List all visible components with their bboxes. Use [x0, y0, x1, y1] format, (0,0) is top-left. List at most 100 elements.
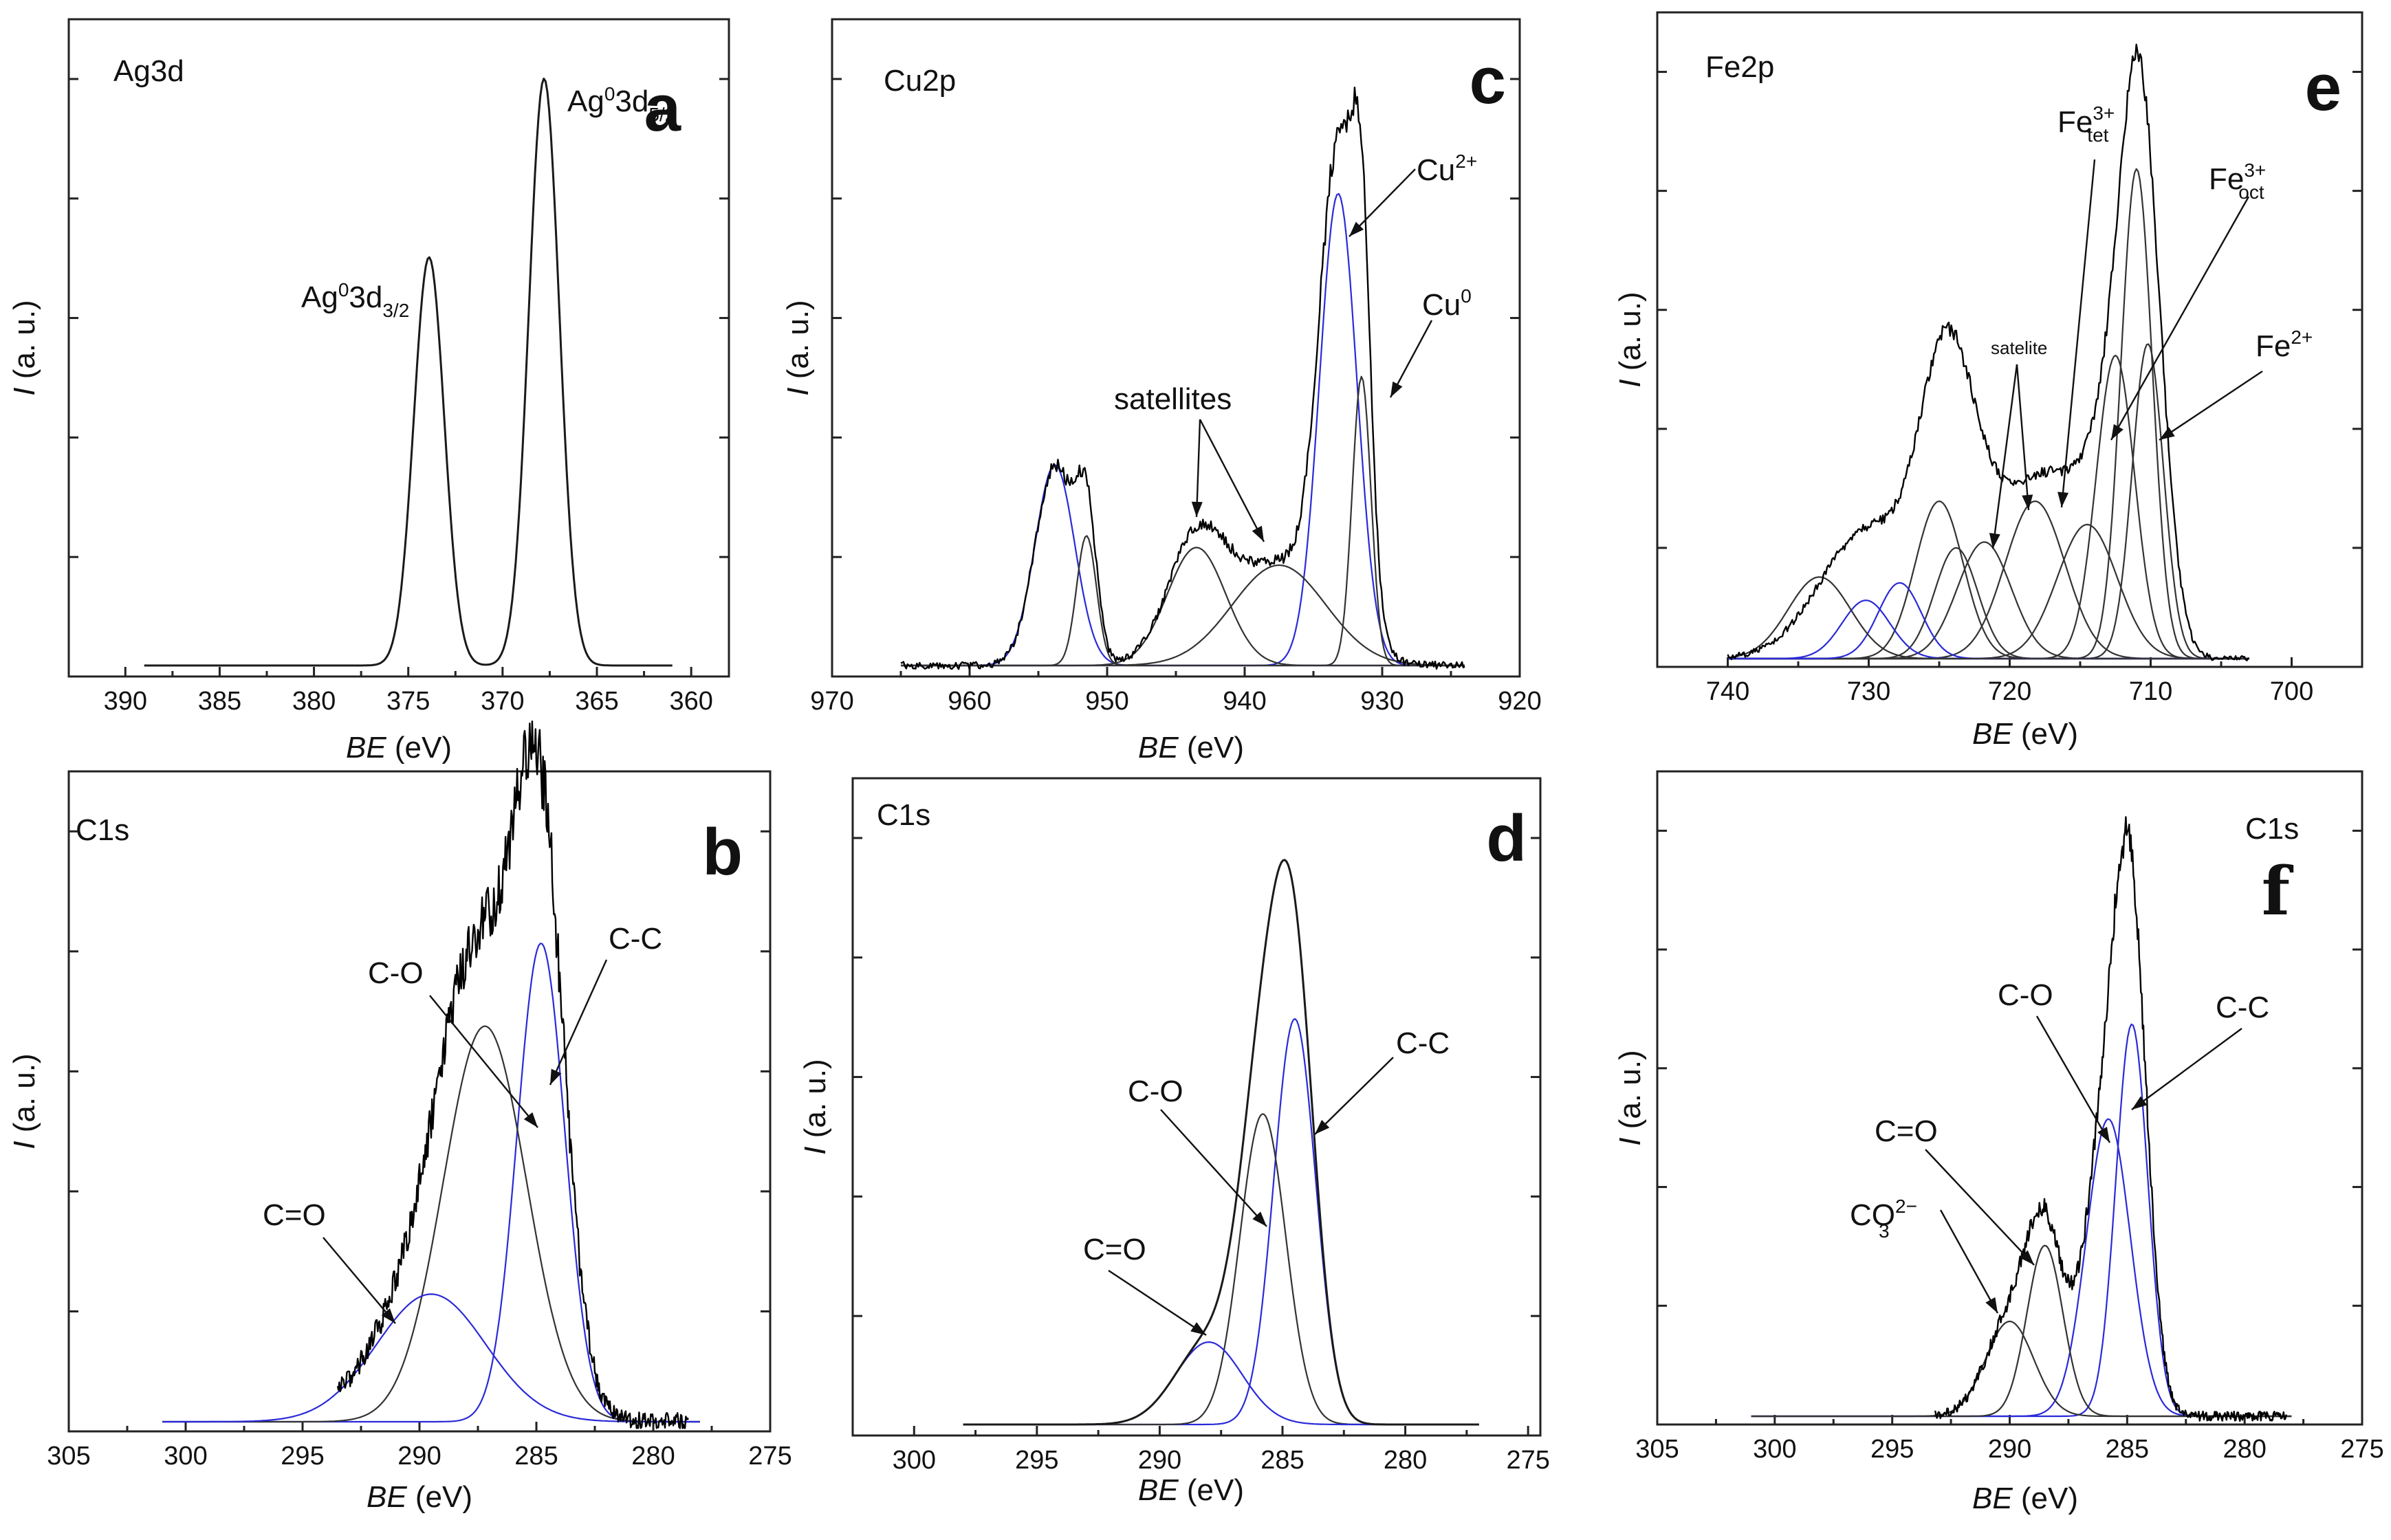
x-tick-label: 390: [104, 687, 147, 716]
x-axis-label: BE (eV): [1138, 1473, 1244, 1507]
peak-label-c-c: C-C: [2216, 991, 2269, 1024]
x-tick-label: 275: [2340, 1435, 2383, 1464]
chart-panel-b: 305 300 295 290 285 280 275 C1s b C-C C-O C=O …: [8, 720, 792, 1514]
chart-panel-a: 390 385 380 375 370 365 360 Ag3d a Ag03d5/2 Ag…: [8, 18, 730, 764]
y-axis-label: I (a. u.): [1613, 1050, 1647, 1145]
series-raw: [900, 87, 1465, 670]
x-tick-label: 950: [1085, 687, 1128, 716]
x-tick-label: 275: [748, 1442, 791, 1471]
peak-label-c-c: C-C: [1396, 1026, 1450, 1060]
panel-letter: d: [1486, 802, 1527, 875]
annotation-arrow: [2057, 159, 2096, 508]
peak-label-c-c: C-C: [609, 922, 662, 956]
annotation-arrow: [2016, 364, 2033, 511]
x-tick-label: 290: [1988, 1435, 2031, 1464]
y-axis-label: I (a. u.): [798, 1059, 832, 1154]
series-envelope: [963, 859, 1479, 1426]
x-tick-label: 385: [198, 687, 241, 716]
annotation-arrow: [1108, 1269, 1207, 1336]
panel-title: Cu2p: [884, 64, 956, 98]
peak-label-co3: CO2− 3: [1850, 1196, 1917, 1242]
annotation-arrow: [1349, 168, 1416, 237]
y-axis-label: I (a. u.): [8, 1053, 41, 1149]
panel-title: C1s: [76, 813, 129, 847]
x-tick-label: 365: [575, 687, 618, 716]
annotation-arrow: [2131, 1028, 2242, 1110]
peak-label-ag3d52: Ag03d5/2: [567, 83, 675, 125]
x-tick-label: 740: [1706, 677, 1749, 706]
chart-panel-f: 305 300 295 290 285 280 275 C1s f C-C C-O C=O …: [1613, 770, 2384, 1515]
x-tick-label: 300: [164, 1442, 207, 1471]
y-axis-label: I (a. u.): [8, 300, 41, 395]
x-tick-label: 295: [281, 1442, 324, 1471]
x-tick-label: 305: [47, 1442, 90, 1471]
annotation-arrow: [1925, 1149, 2035, 1266]
series-raw: [336, 720, 690, 1429]
peak-label-c-eq-o: C=O: [1083, 1233, 1146, 1266]
x-tick-label: 920: [1498, 687, 1541, 716]
x-tick-label: 960: [948, 687, 991, 716]
x-tick-label: 360: [669, 687, 712, 716]
peak-label-cu0: Cu0: [1422, 285, 1472, 322]
x-axis-label: BE (eV): [1972, 717, 2078, 751]
annotation-arrow: [1989, 364, 2018, 549]
y-axis-label: I (a. u.): [1613, 292, 1647, 387]
series-satellite-2: [901, 564, 1465, 667]
peak-label-c-o: C-O: [1998, 978, 2053, 1012]
annotation-arrow: [1199, 419, 1265, 542]
x-tick-label: 730: [1847, 677, 1890, 706]
panel-title: C1s: [877, 798, 930, 832]
annotation-arrow: [1314, 1057, 1394, 1135]
plot-frame: [67, 18, 730, 678]
peak-label-c-eq-o: C=O: [263, 1198, 326, 1232]
panel-letter: b: [702, 815, 743, 889]
panel-letter: c: [1470, 44, 1506, 118]
x-tick-label: 700: [2270, 677, 2313, 706]
peak-label-ag3d32: Ag03d3/2: [301, 279, 409, 321]
x-axis-label: BE (eV): [367, 1480, 472, 1514]
annotation-arrow: [2035, 1015, 2111, 1143]
x-tick-label: 720: [1988, 677, 2031, 706]
x-tick-label: 285: [1260, 1446, 1304, 1475]
x-tick-label: 275: [1506, 1446, 1549, 1475]
series-raw: [1934, 816, 2288, 1422]
panel-title: Ag3d: [113, 54, 184, 88]
x-axis-label: BE (eV): [1138, 731, 1244, 764]
series-spectrum: [144, 77, 673, 667]
series-fe-733: [1727, 576, 2249, 660]
chart-panel-e: 740 730 720 710 700 Fe2p e Fe3+ tet Fe3+ oct F…: [1613, 11, 2363, 751]
panel-letter: a: [644, 72, 681, 145]
panel-letter: f: [2262, 852, 2294, 930]
panel-letter: e: [2305, 51, 2341, 124]
peak-label-fe3plus-oct: Fe3+ oct: [2209, 160, 2266, 203]
peak-label-cu2plus: Cu2+: [1417, 151, 1477, 187]
annotation-arrow: [1191, 419, 1203, 518]
x-tick-label: 930: [1360, 687, 1404, 716]
panel-title: C1s: [2245, 812, 2299, 846]
x-tick-label: 285: [514, 1442, 558, 1471]
peak-label-satelite: satelite: [1991, 338, 2047, 358]
x-axis-label: BE (eV): [346, 731, 452, 764]
x-tick-label: 290: [1138, 1446, 1181, 1475]
x-tick-label: 970: [810, 687, 853, 716]
y-axis-label: I (a. u.): [781, 300, 815, 395]
x-tick-label: 305: [1635, 1435, 1679, 1464]
series-raw: [1727, 43, 2250, 661]
peak-label-c-o: C-O: [368, 956, 424, 990]
annotation-arrow: [1939, 1209, 1999, 1314]
chart-panel-c: 970 960 950 940 930 920 Cu2p c Cu2+ Cu0 satel…: [781, 18, 1542, 764]
annotation-arrow: [2110, 196, 2250, 441]
x-tick-label: 295: [1015, 1446, 1058, 1475]
x-tick-label: 940: [1223, 687, 1266, 716]
series-c-o: [162, 1293, 700, 1423]
peak-label-c-eq-o: C=O: [1875, 1114, 1938, 1148]
annotation-arrow: [1160, 1109, 1267, 1227]
annotation-arrow: [2159, 371, 2263, 441]
x-axis-label: BE (eV): [1972, 1482, 2078, 1515]
x-tick-label: 370: [481, 687, 524, 716]
x-tick-label: 710: [2129, 677, 2172, 706]
x-tick-label: 300: [893, 1446, 936, 1475]
chart-panel-d: 300 295 290 285 280 275 C1s d C-C C-O C=O I (…: [798, 777, 1550, 1507]
x-tick-label: 295: [1870, 1435, 1914, 1464]
